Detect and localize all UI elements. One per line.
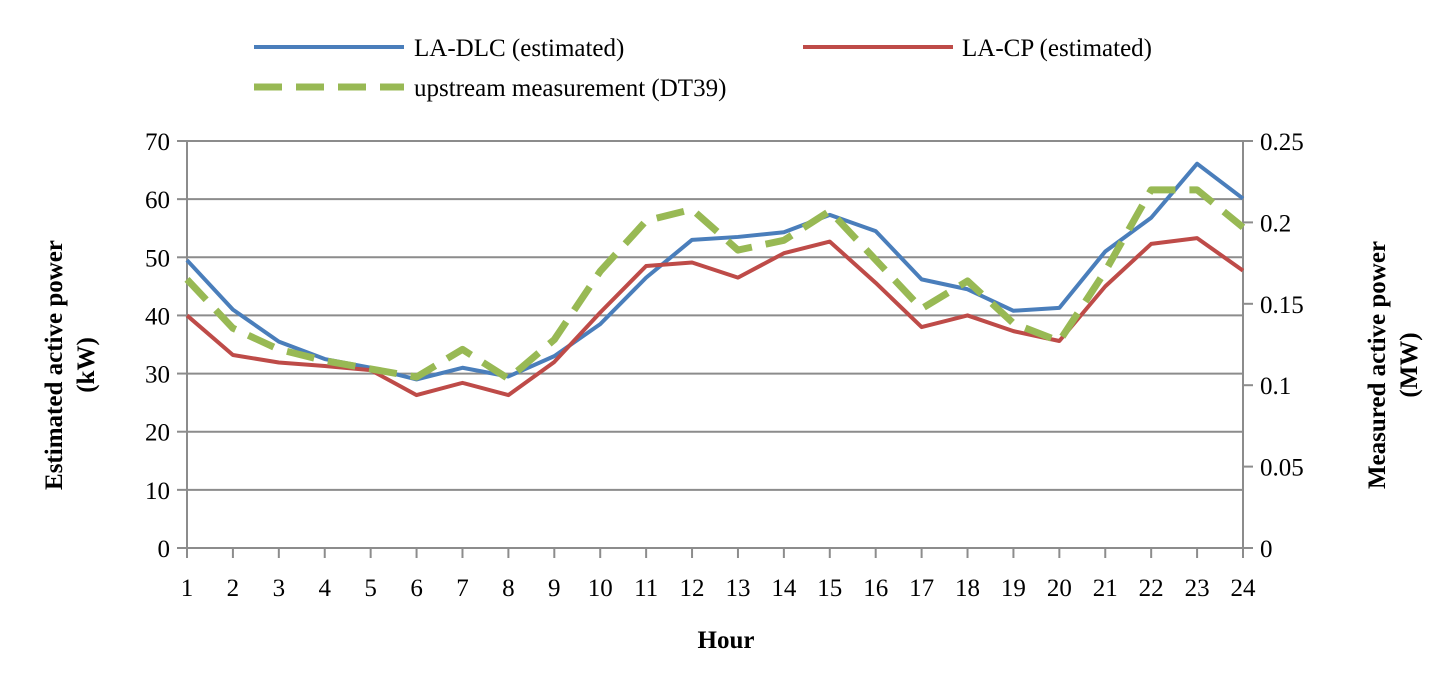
left-tick-label: 40 — [145, 303, 170, 330]
series-line-la-dlc — [185, 161, 1245, 382]
left-tick-label: 30 — [145, 362, 170, 389]
left-axis-title-line2: (kW) — [73, 337, 100, 393]
left-tick-label: 0 — [158, 536, 171, 563]
series-layer — [184, 161, 1246, 398]
left-tick-label: 50 — [145, 245, 170, 272]
left-tick-label: 10 — [145, 478, 170, 505]
x-tick-label: 3 — [273, 575, 286, 602]
x-tick-label: 16 — [863, 575, 888, 602]
legend-label-la-cp: LA-CP (estimated) — [962, 35, 1152, 62]
x-tick-label: 19 — [1001, 575, 1026, 602]
series-line-upstream — [184, 186, 1246, 383]
left-axis-title-line1: Estimated active power — [41, 240, 68, 490]
right-tick-label: 0.05 — [1260, 455, 1304, 482]
legend: LA-DLC (estimated) LA-CP (estimated) ups… — [254, 35, 1152, 102]
right-tick-label: 0 — [1260, 536, 1273, 563]
right-tick-label: 0.25 — [1260, 129, 1304, 156]
x-tick-label: 7 — [456, 575, 469, 602]
x-tick-label: 5 — [364, 575, 377, 602]
left-tick-label: 20 — [145, 420, 170, 447]
x-axis-title: Hour — [698, 627, 755, 654]
right-axis-title-line2: (MW) — [1396, 332, 1423, 397]
x-tick-label: 1 — [181, 575, 194, 602]
x-tick-label: 4 — [318, 575, 331, 602]
x-tick-label: 22 — [1139, 575, 1164, 602]
x-tick-label: 12 — [680, 575, 705, 602]
right-tick-label: 0.2 — [1260, 210, 1291, 237]
x-tick-label: 21 — [1093, 575, 1118, 602]
legend-label-la-dlc: LA-DLC (estimated) — [414, 35, 624, 62]
gridlines — [187, 140, 1243, 491]
right-tick-label: 0.1 — [1260, 373, 1291, 400]
x-tick-label: 6 — [410, 575, 423, 602]
right-tick-label: 0.15 — [1260, 292, 1304, 319]
x-tick-label: 18 — [955, 575, 980, 602]
x-tick-label: 17 — [909, 575, 934, 602]
x-tick-label: 11 — [634, 575, 658, 602]
right-axis-ticks: 0 0.05 0.1 0.15 0.2 0.25 — [1243, 129, 1304, 563]
x-tick-label: 15 — [817, 575, 842, 602]
left-axis-title: Estimated active power (kW) — [41, 240, 100, 490]
right-axis-title-line1: Measured active power — [1364, 241, 1391, 489]
right-axis-title: Measured active power (MW) — [1364, 241, 1423, 489]
x-tick-label: 10 — [588, 575, 613, 602]
x-tick-label: 2 — [227, 575, 240, 602]
x-tick-label: 20 — [1047, 575, 1072, 602]
plot-frame — [186, 141, 1244, 549]
x-tick-label: 24 — [1231, 575, 1257, 602]
x-tick-label: 8 — [502, 575, 515, 602]
x-tick-label: 13 — [725, 575, 750, 602]
x-tick-label: 9 — [548, 575, 561, 602]
legend-label-upstream: upstream measurement (DT39) — [414, 75, 726, 102]
left-tick-label: 70 — [145, 129, 170, 156]
series-line-la-cp — [185, 236, 1245, 398]
x-axis-ticks: 1 2 3 4 5 6 7 8 9 10 11 12 13 14 15 16 17 18 19 20 21 22 23 24 — [181, 548, 1256, 602]
x-tick-label: 14 — [771, 575, 797, 602]
left-tick-label: 60 — [145, 187, 170, 214]
left-axis-ticks: 0 10 20 30 40 50 60 70 — [145, 129, 187, 563]
x-tick-label: 23 — [1185, 575, 1210, 602]
